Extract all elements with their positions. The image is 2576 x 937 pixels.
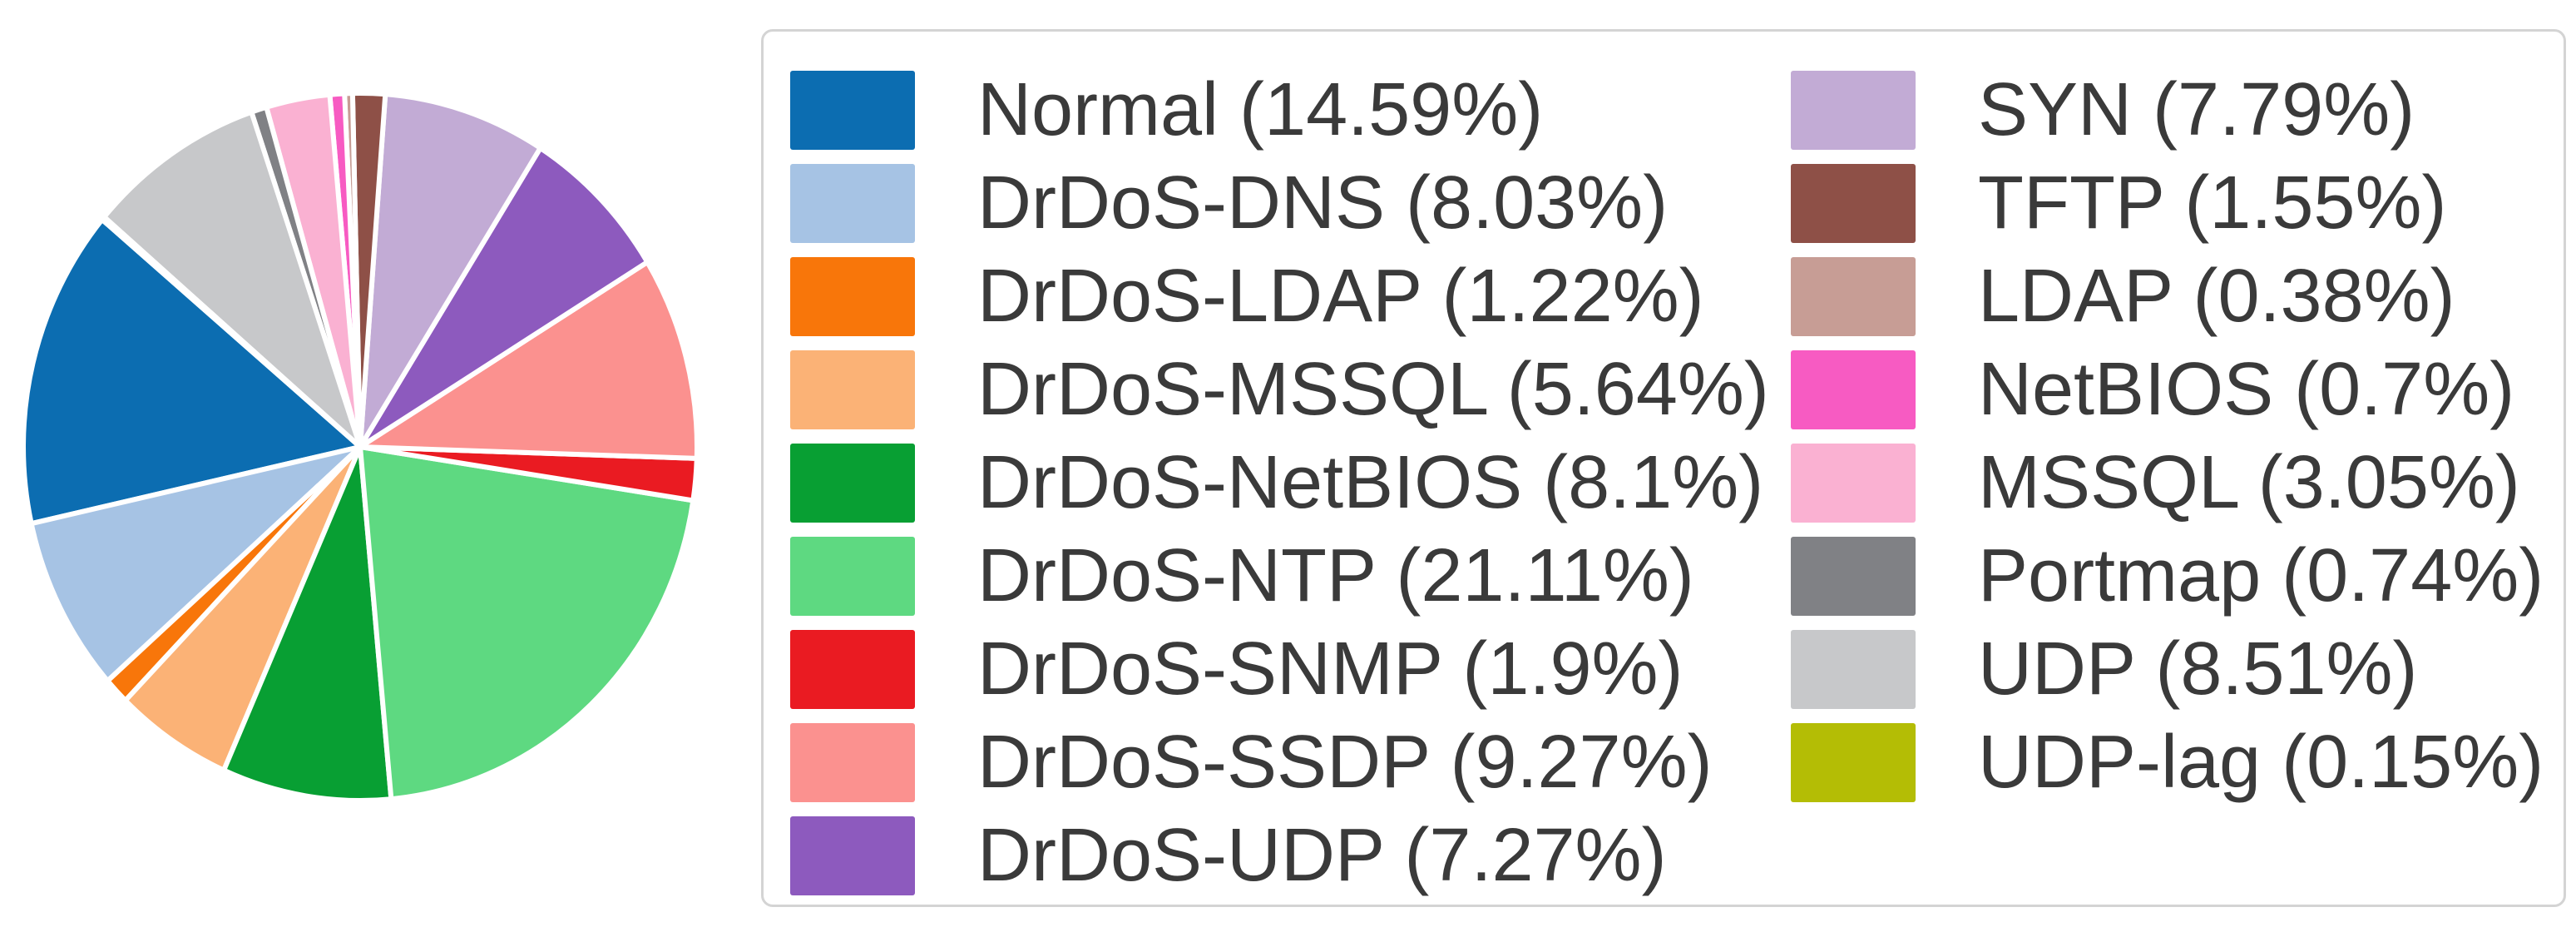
pie-slice-DrDoS-NetBIOS xyxy=(221,444,394,803)
legend-item-SYN: SYN (7.79%) xyxy=(1791,63,2564,156)
legend-item-DrDoS-SSDP: DrDoS-SSDP (9.27%) xyxy=(790,716,1791,809)
legend-swatch-NetBIOS xyxy=(1791,350,1916,429)
pie-svg xyxy=(21,91,700,803)
legend-swatch-DrDoS-SSDP xyxy=(790,722,915,802)
legend-item-Normal: Normal (14.59%) xyxy=(790,63,1791,156)
legend-item-DrDoS-UDP: DrDoS-UDP (7.27%) xyxy=(790,809,1791,902)
legend-item-DrDoS-DNS: DrDoS-DNS (8.03%) xyxy=(790,156,1791,250)
legend-item-NetBIOS: NetBIOS (0.7%) xyxy=(1791,343,2564,436)
legend-column-2: SYN (7.79%) TFTP (1.55%) LDAP (0.38%) NetBI… xyxy=(1791,63,2564,905)
legend-item-Portmap: Portmap (0.74%) xyxy=(1791,529,2564,622)
legend-swatch-DrDoS-NetBIOS xyxy=(790,443,915,523)
legend-label-DrDoS-NTP: DrDoS-NTP (21.11%) xyxy=(977,534,1694,617)
legend-swatch-LDAP xyxy=(1791,256,1916,336)
legend-item-UDP-lag: UDP-lag (0.15%) xyxy=(1791,716,2564,809)
pie-slice-UDP xyxy=(101,109,363,449)
legend-label-LDAP: LDAP (0.38%) xyxy=(1978,255,2455,338)
legend-swatch-DrDoS-MSSQL xyxy=(790,350,915,429)
legend-label-DrDoS-LDAP: DrDoS-LDAP (1.22%) xyxy=(977,255,1704,338)
pie-slice-DrDoS-UDP xyxy=(358,145,650,449)
legend-label-NetBIOS: NetBIOS (0.7%) xyxy=(1978,348,2515,431)
legend-swatch-DrDoS-SNMP xyxy=(790,629,915,709)
legend-item-DrDoS-MSSQL: DrDoS-MSSQL (5.64%) xyxy=(790,343,1791,436)
legend-label-UDP-lag: UDP-lag (0.15%) xyxy=(1978,721,2544,804)
legend-item-LDAP: LDAP (0.38%) xyxy=(1791,250,2564,343)
legend: Normal (14.59%) DrDoS-DNS (8.03%) DrDoS-LD… xyxy=(761,29,2566,907)
legend-swatch-DrDoS-LDAP xyxy=(790,256,915,336)
legend-swatch-UDP-lag xyxy=(1791,722,1916,802)
legend-swatch-TFTP xyxy=(1791,163,1916,243)
legend-label-Normal: Normal (14.59%) xyxy=(977,68,1544,151)
legend-swatch-DrDoS-DNS xyxy=(790,163,915,243)
legend-label-MSSQL: MSSQL (3.05%) xyxy=(1978,441,2520,524)
pie-slice-SYN xyxy=(358,92,543,449)
legend-label-Portmap: Portmap (0.74%) xyxy=(1978,534,2544,617)
legend-item-DrDoS-NTP: DrDoS-NTP (21.11%) xyxy=(790,529,1791,622)
legend-label-DrDoS-SSDP: DrDoS-SSDP (9.27%) xyxy=(977,721,1713,804)
legend-swatch-Normal xyxy=(790,70,915,150)
legend-label-DrDoS-NetBIOS: DrDoS-NetBIOS (8.1%) xyxy=(977,441,1764,524)
legend-item-DrDoS-LDAP: DrDoS-LDAP (1.22%) xyxy=(790,250,1791,343)
legend-item-DrDoS-SNMP: DrDoS-SNMP (1.9%) xyxy=(790,622,1791,716)
legend-item-DrDoS-NetBIOS: DrDoS-NetBIOS (8.1%) xyxy=(790,436,1791,529)
legend-item-UDP: UDP (8.51%) xyxy=(1791,622,2564,716)
legend-label-DrDoS-SNMP: DrDoS-SNMP (1.9%) xyxy=(977,627,1684,711)
legend-column-1: Normal (14.59%) DrDoS-DNS (8.03%) DrDoS-LD… xyxy=(790,63,1791,905)
legend-swatch-DrDoS-NTP xyxy=(790,536,915,616)
pie-slice-UDP-lag xyxy=(99,214,363,449)
legend-swatch-DrDoS-UDP xyxy=(790,816,915,895)
pie-slice-Normal xyxy=(21,216,363,527)
legend-swatch-SYN xyxy=(1791,70,1916,150)
legend-swatch-MSSQL xyxy=(1791,443,1916,523)
legend-swatch-Portmap xyxy=(1791,536,1916,616)
pie-chart xyxy=(0,0,749,937)
pie-slice-DrDoS-NTP xyxy=(358,444,696,802)
legend-label-DrDoS-MSSQL: DrDoS-MSSQL (5.64%) xyxy=(977,348,1769,431)
pie-slice-DrDoS-SSDP xyxy=(358,259,700,461)
legend-item-TFTP: TFTP (1.55%) xyxy=(1791,156,2564,250)
pie-slice-DrDoS-DNS xyxy=(28,444,363,684)
legend-label-DrDoS-UDP: DrDoS-UDP (7.27%) xyxy=(977,814,1667,897)
legend-label-UDP: UDP (8.51%) xyxy=(1978,627,2418,711)
legend-label-SYN: SYN (7.79%) xyxy=(1978,68,2415,151)
legend-swatch-UDP xyxy=(1791,629,1916,709)
legend-label-DrDoS-DNS: DrDoS-DNS (8.03%) xyxy=(977,161,1669,245)
legend-item-MSSQL: MSSQL (3.05%) xyxy=(1791,436,2564,529)
legend-label-TFTP: TFTP (1.55%) xyxy=(1978,161,2447,245)
